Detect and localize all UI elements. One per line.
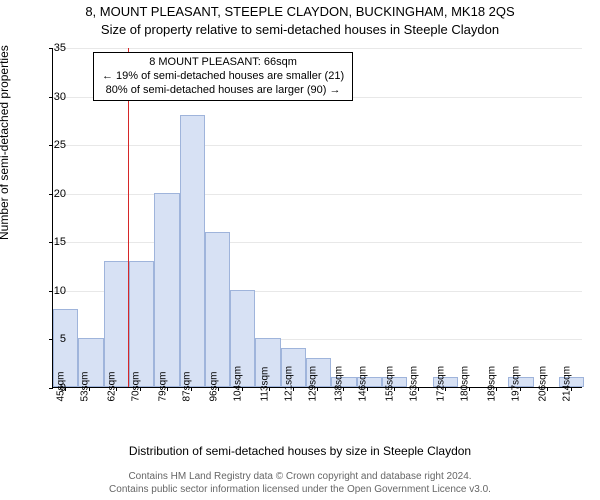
chart-title-line2: Size of property relative to semi-detach… <box>0 22 600 37</box>
annotation-line1: 8 MOUNT PLEASANT: 66sqm <box>102 56 344 70</box>
annotation-box: 8 MOUNT PLEASANT: 66sqm ← 19% of semi-de… <box>93 52 353 101</box>
y-tick-label: 25 <box>46 139 66 151</box>
annotation-line3: 80% of semi-detached houses are larger (… <box>102 84 344 98</box>
annotation-line2: ← 19% of semi-detached houses are smalle… <box>102 70 344 84</box>
footer-line1: Contains HM Land Registry data © Crown c… <box>0 470 600 483</box>
gridline <box>53 145 582 146</box>
gridline <box>53 48 582 49</box>
y-tick-label: 20 <box>46 188 66 200</box>
gridline <box>53 194 582 195</box>
gridline <box>53 242 582 243</box>
y-tick-label: 35 <box>46 42 66 54</box>
y-tick-label: 5 <box>46 333 66 345</box>
y-tick-label: 10 <box>46 285 66 297</box>
y-tick-label: 30 <box>46 91 66 103</box>
histogram-bar <box>104 261 129 387</box>
footer-attribution: Contains HM Land Registry data © Crown c… <box>0 470 600 496</box>
y-tick-label: 15 <box>46 236 66 248</box>
histogram-bar <box>205 232 230 387</box>
chart-title-line1: 8, MOUNT PLEASANT, STEEPLE CLAYDON, BUCK… <box>0 4 600 19</box>
chart-container: 8, MOUNT PLEASANT, STEEPLE CLAYDON, BUCK… <box>0 0 600 500</box>
histogram-bar <box>154 193 179 387</box>
footer-line2: Contains public sector information licen… <box>0 483 600 496</box>
plot-area: 8 MOUNT PLEASANT: 66sqm ← 19% of semi-de… <box>52 48 582 388</box>
histogram-bar <box>180 115 205 387</box>
x-axis-label: Distribution of semi-detached houses by … <box>0 444 600 458</box>
y-axis-label: Number of semi-detached properties <box>0 45 11 240</box>
histogram-bar <box>129 261 154 387</box>
